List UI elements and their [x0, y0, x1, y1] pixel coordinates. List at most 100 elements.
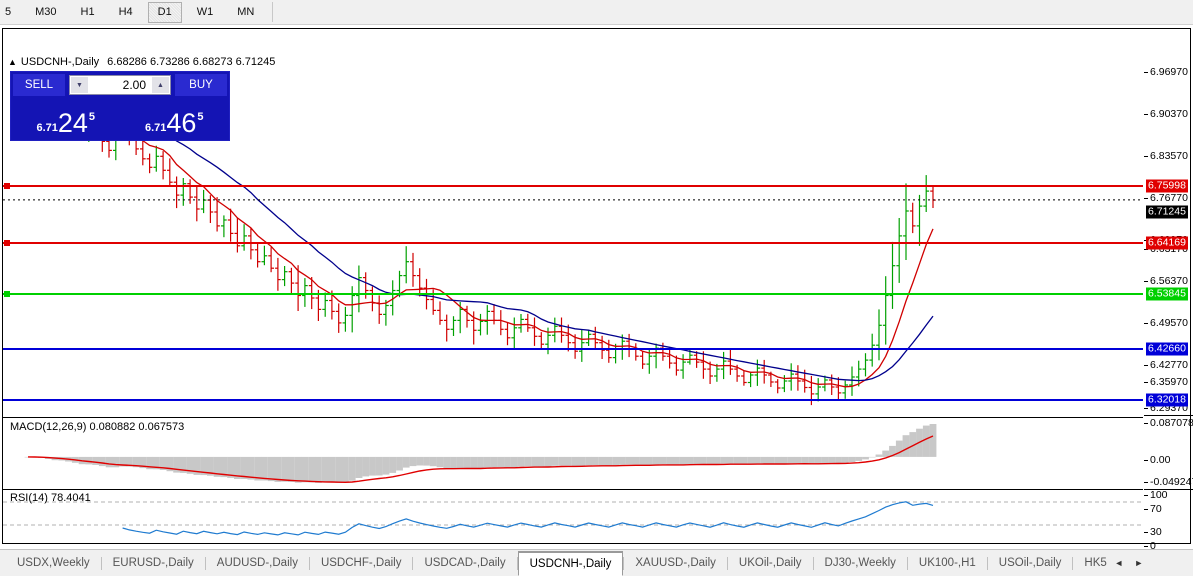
price-scale-tick: 6.96970 [1150, 66, 1188, 78]
buy-price-quote[interactable]: 6.71 46 5 [121, 98, 227, 138]
chart-tab-ukoil--daily[interactable]: UKOil-,Daily [738, 557, 802, 569]
chart-border [2, 28, 1191, 544]
price-scale-tick: 6.35970 [1150, 376, 1188, 388]
sell-price-fraction: 5 [88, 111, 96, 123]
tab-separator [516, 556, 518, 570]
macd-scale-tick: 0.087078 [1150, 417, 1193, 429]
price-scale-tick-mark [1144, 408, 1148, 409]
timeframe-toolbar: 5 M30 H1 H4 D1 W1 MN [0, 0, 1193, 25]
buy-price-prefix: 6.71 [144, 122, 167, 134]
tab-separator [726, 556, 728, 570]
triangle-up-icon[interactable]: ▲ [8, 56, 17, 67]
rsi-svg [3, 501, 1143, 536]
price-scale-tick-mark [1144, 156, 1148, 157]
sell-price-prefix: 6.71 [36, 122, 58, 134]
chart-tab-usdcnh--daily[interactable]: USDCNH-,Daily [517, 551, 624, 576]
buy-button[interactable]: BUY [175, 74, 227, 96]
chart-tab-usdcad--daily[interactable]: USDCAD-,Daily [424, 557, 506, 569]
macd-svg [24, 424, 937, 484]
rsi-scale-tick-mark [1144, 532, 1148, 533]
chart-window: MACD(12,26,9) 0.080882 0.067573 RSI(14) … [0, 25, 1193, 574]
tab-separator [308, 556, 310, 570]
macd-scale-tick: 0.00 [1150, 454, 1171, 466]
trade-panel-top-row: SELL ▼ 2.00 ▲ BUY [11, 72, 229, 98]
moving-average-slow [155, 126, 934, 382]
chart-tab-eurusd--daily[interactable]: EURUSD-,Daily [112, 557, 194, 569]
tab-separator [906, 556, 908, 570]
rsi-scale-tick-mark [1144, 546, 1148, 547]
chart-tab-usoil--daily[interactable]: USOil-,Daily [998, 557, 1062, 569]
price-tag-6.75998[interactable]: 6.75998 [1146, 179, 1188, 193]
price-scale-tick: 6.76770 [1150, 192, 1188, 204]
sell-price-quote[interactable]: 6.71 24 5 [13, 98, 119, 138]
price-tag-6.64169[interactable]: 6.64169 [1146, 236, 1188, 250]
timeframe-button-mn[interactable]: MN [237, 5, 255, 18]
chart-tab-usdchf--daily[interactable]: USDCHF-,Daily [320, 557, 402, 569]
rsi-pane[interactable] [3, 489, 1143, 552]
rsi-scale-tick: 70 [1150, 503, 1162, 515]
chart-tab-dj30--weekly[interactable]: DJ30-,Weekly [824, 557, 896, 569]
timeframe-button-m30[interactable]: M30 [35, 5, 57, 18]
price-scale-tick-mark [1144, 114, 1148, 115]
buy-price-fraction: 5 [197, 111, 204, 123]
horizontal-level-lines [3, 183, 1143, 401]
price-tag-6.71245[interactable]: 6.71245 [1146, 205, 1188, 219]
tab-separator [986, 556, 988, 570]
chart-tab-uk100--h1[interactable]: UK100-,H1 [918, 557, 976, 569]
tab-separator [204, 556, 206, 570]
chart-ohlc-values: 6.68286 6.73286 6.68273 6.71245 [107, 56, 276, 68]
macd-scale-tick: -0.049247 [1150, 476, 1193, 488]
timeframe-button-h4[interactable]: H4 [118, 5, 133, 18]
rsi-scale-tick: 0 [1150, 540, 1156, 552]
price-scale[interactable]: 6.969706.903706.835706.767706.699706.631… [1144, 29, 1193, 552]
caret-up-icon[interactable]: ▲ [151, 76, 170, 94]
caret-down-icon[interactable]: ▼ [70, 76, 89, 94]
sell-price-big: 24 [57, 108, 88, 138]
price-scale-tick-mark [1144, 198, 1148, 199]
timeframe-button-5[interactable]: 5 [5, 5, 12, 18]
price-scale-tick-mark [1144, 281, 1148, 282]
price-tag-6.53845[interactable]: 6.53845 [1146, 287, 1188, 301]
chart-tab-usdx-weekly[interactable]: USDX,Weekly [17, 557, 90, 569]
macd-pane[interactable] [3, 417, 1143, 490]
price-scale-tick-mark [1144, 72, 1148, 73]
tab-separator [812, 556, 814, 570]
scale-divider-macd [1144, 415, 1193, 416]
macd-label: MACD(12,26,9) 0.080882 0.067573 [10, 421, 185, 433]
one-click-trading-panel: SELL ▼ 2.00 ▲ BUY 6.71 24 5 6.71 46 5 [10, 71, 230, 141]
tab-separator [1072, 556, 1074, 570]
buy-price-big: 46 [166, 108, 197, 138]
caret-right-icon[interactable]: ► [1134, 558, 1144, 568]
price-scale-tick-mark [1144, 382, 1148, 383]
timeframe-button-h1[interactable]: H1 [80, 5, 95, 18]
chart-tab-hk5[interactable]: HK5 [1084, 557, 1107, 569]
moving-average-fast [74, 104, 934, 388]
chart-tab-xauusd--daily[interactable]: XAUUSD-,Daily [635, 557, 716, 569]
caret-left-icon[interactable]: ◄ [1114, 558, 1124, 568]
tab-separator [412, 556, 414, 570]
price-scale-tick-mark [1144, 365, 1148, 366]
rsi-scale-tick-mark [1144, 509, 1148, 510]
tab-separator [623, 556, 625, 570]
timeframe-button-d1[interactable]: D1 [147, 1, 182, 23]
lot-size-stepper[interactable]: ▼ 2.00 ▲ [69, 75, 171, 95]
rsi-scale-tick-mark [1144, 495, 1148, 496]
macd-scale-tick-mark [1144, 460, 1148, 461]
macd-signal-line [27, 435, 934, 484]
chart-tab-audusd--daily[interactable]: AUDUSD-,Daily [216, 557, 298, 569]
macd-scale-tick-mark [1144, 482, 1148, 483]
price-tag-6.42660[interactable]: 6.42660 [1146, 342, 1188, 356]
timeframe-button-w1[interactable]: W1 [196, 5, 214, 18]
sell-button[interactable]: SELL [13, 74, 65, 96]
rsi-scale-tick: 30 [1150, 526, 1162, 538]
rsi-label: RSI(14) 78.4041 [10, 492, 91, 504]
lot-size-value[interactable]: 2.00 [89, 76, 151, 94]
macd-scale-tick-mark [1144, 423, 1148, 424]
price-scale-tick-mark [1144, 249, 1148, 250]
price-scale-tick: 6.90370 [1150, 108, 1188, 120]
chart-header: ▲ USDCNH-,Daily 6.68286 6.73286 6.68273 … [8, 56, 275, 68]
rsi-scale-tick: 100 [1150, 489, 1168, 501]
rsi-line [122, 501, 934, 536]
price-tag-6.32018[interactable]: 6.32018 [1146, 393, 1188, 407]
trade-panel-quotes: 6.71 24 5 6.71 46 5 [11, 98, 229, 140]
